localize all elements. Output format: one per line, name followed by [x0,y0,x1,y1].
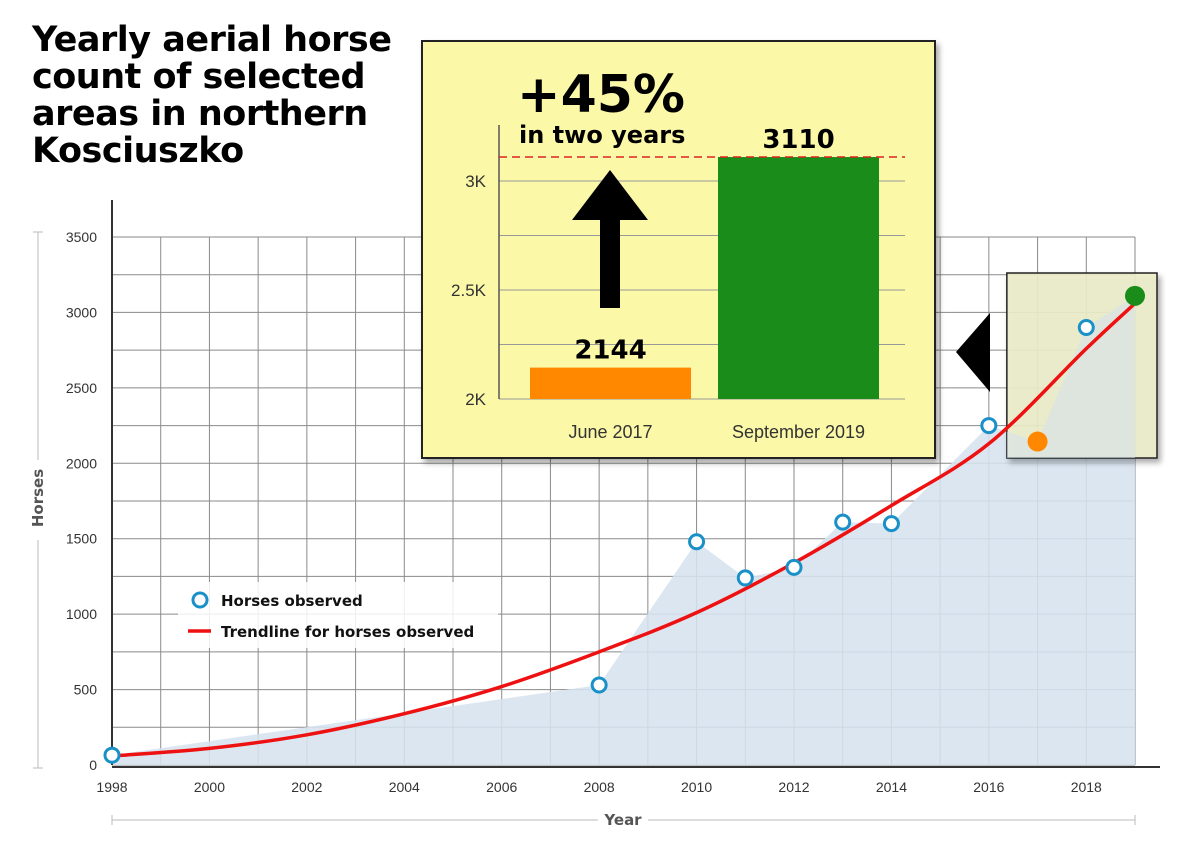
inset-headline: +45% [517,65,685,125]
x-tick-label: 2002 [291,779,322,795]
inset-bar [530,367,691,399]
main-axes: 1998 2000 2002 2004 2006 2008 2010 2012 2014 2016… [29,200,1160,829]
inset-subheadline: in two years [519,121,685,149]
observed-area [112,295,1135,765]
x-tick-label: 2000 [194,779,225,795]
inset-y-tick-label: 3K [465,172,486,191]
x-tick-label: 2008 [584,779,615,795]
observed-point [103,746,121,764]
callout-arrow [956,313,990,392]
y-tick-label: 0 [89,757,97,773]
observed-point [980,417,998,435]
observed-point [688,533,706,551]
legend-label: Trendline for horses observed [221,623,474,641]
y-tick-label: 3000 [66,304,97,320]
title-line: areas in northern [32,94,368,134]
y-tick-label: 1000 [66,606,97,622]
x-tick-label: 2010 [681,779,712,795]
x-tick-label: 2006 [486,779,517,795]
x-tick-label: 2004 [389,779,420,795]
observed-point [590,676,608,694]
y-tick-label: 500 [74,682,98,698]
highlight-point [1027,431,1048,452]
legend-label: Horses observed [221,592,363,610]
y-axis-label: Horses [29,469,47,527]
main-area-layer [112,295,1135,765]
x-tick-label: 2012 [778,779,809,795]
highlight-area [1006,295,1135,458]
inset-y-tick-label: 2K [465,390,486,409]
points-layer [103,285,1145,764]
title-line: Kosciuszko [32,131,244,171]
x-tick-label: 1998 [96,779,127,795]
observed-point [736,569,754,587]
legend-marker-points [191,591,209,609]
observed-point [785,558,803,576]
chart-title: Yearly aerial horse count of selected ar… [32,22,422,170]
inset-bar-value: 2144 [574,336,646,366]
legend-box [178,582,498,648]
inset-bar-value: 3110 [762,125,834,155]
x-tick-label: 2016 [973,779,1004,795]
legend: Horses observed Trendline for horses obse… [178,582,498,648]
title-line: Yearly aerial horse [32,20,392,60]
increase-arrow [572,170,648,308]
inset-category-label: June 2017 [568,422,652,442]
inset-bar [718,157,879,399]
title-line: count of selected [32,57,366,97]
x-tick-label: 2018 [1071,779,1102,795]
observed-point [834,513,852,531]
trend-layer [110,301,1137,758]
inset-bar-chart: 2K 2.5K 3K 2144 June 2017 3110 September 2019 +… [421,40,936,459]
inset-category-label: September 2019 [732,422,865,442]
x-tick-label: 2014 [876,779,907,795]
trendline [110,301,1137,758]
x-axis-label: Year [603,811,642,829]
y-tick-label: 2500 [66,380,97,396]
y-tick-label: 1500 [66,531,97,547]
highlight-point [1125,285,1145,306]
observed-point [882,515,900,533]
inset-y-tick-label: 2.5K [451,281,487,300]
y-tick-label: 3500 [66,229,97,245]
y-tick-label: 2000 [66,455,97,471]
callout-pointer [956,313,990,392]
observed-point [1077,319,1095,337]
